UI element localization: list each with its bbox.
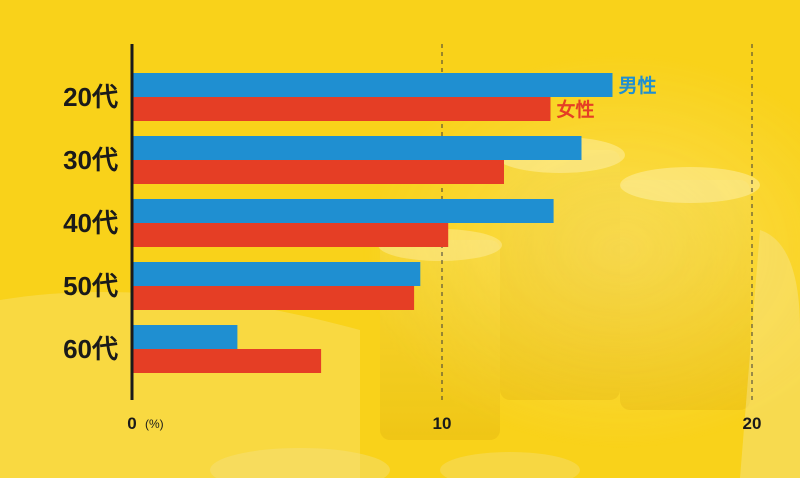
bar-50代-女性: [132, 286, 415, 310]
tick-label-0: 0: [127, 414, 136, 433]
x-unit-label: (%): [145, 417, 164, 431]
bars: [132, 73, 613, 373]
category-label: 50代: [63, 271, 118, 301]
bar-30代-男性: [132, 136, 582, 160]
bar-50代-男性: [132, 262, 421, 286]
bar-60代-女性: [132, 349, 322, 373]
bar-30代-女性: [132, 160, 504, 184]
tick-label-10: 10: [433, 414, 452, 433]
x-tick-labels: 0 10 20: [127, 414, 761, 433]
bar-40代-女性: [132, 223, 449, 247]
category-label: 30代: [63, 145, 118, 175]
category-label: 40代: [63, 208, 118, 238]
bar-20代-女性: [132, 97, 551, 121]
bar-60代-男性: [132, 325, 238, 349]
category-labels: 20代 30代 40代 50代 60代: [63, 82, 118, 364]
category-label: 20代: [63, 82, 118, 112]
tick-label-20: 20: [743, 414, 762, 433]
series-label-男性: 男性: [619, 74, 657, 97]
bar-20代-男性: [132, 73, 613, 97]
series-label-女性: 女性: [557, 98, 595, 121]
bar-40代-男性: [132, 199, 554, 223]
category-label: 60代: [63, 334, 118, 364]
